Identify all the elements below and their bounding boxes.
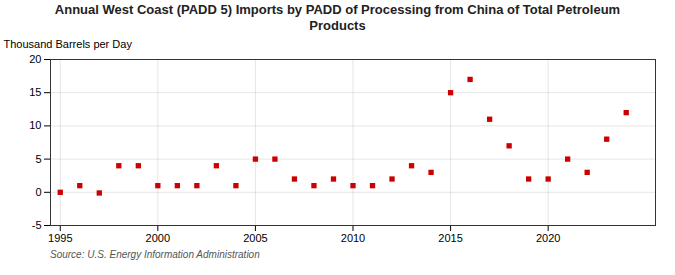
svg-text:2000: 2000 [146,232,170,244]
html-text:Source: U.S. Energy Informatio: Source: U.S. Energy Information Administ… [50,248,260,260]
svg-text:10: 10 [29,119,41,131]
svg-text:15: 15 [29,86,41,98]
svg-text:5: 5 [35,152,41,164]
svg-text:2020: 2020 [536,232,560,244]
svg-text:2015: 2015 [438,232,462,244]
html-text:Annual West Coast (PADD 5) Imp: Annual West Coast (PADD 5) Imports by PA… [54,2,621,34]
svg-text:20: 20 [29,53,41,65]
svg-text:-5: -5 [32,219,42,231]
svg-text:2005: 2005 [243,232,267,244]
svg-text:1995: 1995 [48,232,72,244]
svg-text:Thousand Barrels per Day: Thousand Barrels per Day [4,38,133,50]
svg-text:0: 0 [35,185,41,197]
svg-text:2010: 2010 [341,232,365,244]
